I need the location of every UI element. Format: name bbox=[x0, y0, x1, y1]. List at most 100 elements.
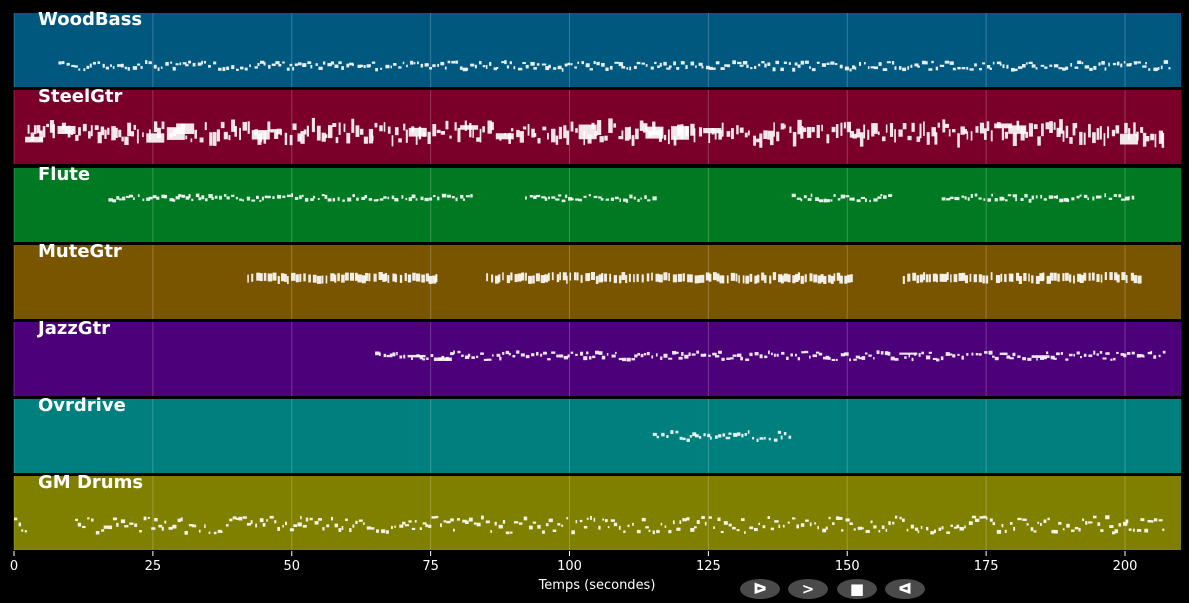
note-mark bbox=[600, 198, 604, 201]
note-mark bbox=[809, 355, 811, 359]
note-mark bbox=[510, 128, 514, 132]
note-mark bbox=[246, 522, 252, 526]
note-mark bbox=[143, 516, 147, 521]
note-mark bbox=[982, 275, 985, 284]
note-mark bbox=[1047, 517, 1050, 521]
note-mark bbox=[707, 433, 711, 438]
note-mark bbox=[338, 122, 341, 135]
rewind-button[interactable]: ᐅ bbox=[740, 579, 780, 599]
note-mark bbox=[930, 531, 935, 535]
note-mark bbox=[792, 275, 796, 284]
note-mark bbox=[547, 358, 551, 361]
note-mark bbox=[513, 66, 516, 70]
note-mark bbox=[648, 130, 653, 137]
track-lane bbox=[14, 399, 1181, 473]
note-mark bbox=[626, 357, 631, 362]
note-mark bbox=[975, 518, 980, 522]
note-mark bbox=[435, 515, 439, 519]
note-mark bbox=[1136, 354, 1141, 358]
note-mark bbox=[989, 518, 993, 522]
forward-button[interactable]: > bbox=[788, 579, 828, 599]
note-mark bbox=[89, 63, 92, 68]
note-mark bbox=[267, 273, 273, 282]
note-mark bbox=[791, 517, 796, 520]
note-mark bbox=[786, 356, 789, 361]
note-mark bbox=[877, 196, 882, 199]
note-mark bbox=[718, 350, 722, 354]
note-mark bbox=[192, 62, 196, 67]
note-mark bbox=[589, 68, 593, 71]
note-mark bbox=[952, 129, 956, 133]
note-mark bbox=[220, 121, 225, 129]
note-mark bbox=[124, 136, 129, 146]
note-mark bbox=[816, 124, 820, 138]
note-mark bbox=[801, 351, 805, 354]
note-mark bbox=[357, 64, 362, 68]
note-mark bbox=[1142, 65, 1147, 68]
note-mark bbox=[535, 273, 540, 282]
note-mark bbox=[272, 272, 277, 281]
note-mark bbox=[359, 128, 364, 135]
note-mark bbox=[1004, 274, 1007, 283]
note-mark bbox=[796, 197, 801, 200]
note-mark bbox=[844, 66, 849, 71]
note-mark bbox=[849, 358, 852, 362]
note-mark bbox=[673, 61, 676, 66]
note-mark bbox=[768, 437, 771, 441]
note-mark bbox=[610, 519, 615, 522]
note-mark bbox=[1023, 272, 1027, 281]
note-mark bbox=[102, 63, 105, 68]
note-mark bbox=[505, 350, 510, 355]
note-mark bbox=[713, 526, 716, 529]
note-mark bbox=[1136, 529, 1142, 532]
note-mark bbox=[834, 63, 838, 66]
note-mark bbox=[894, 66, 897, 70]
note-mark bbox=[873, 123, 878, 134]
note-mark bbox=[386, 530, 389, 534]
note-mark bbox=[1037, 521, 1040, 524]
note-mark bbox=[1147, 519, 1152, 523]
note-mark bbox=[502, 520, 506, 524]
note-mark bbox=[1128, 196, 1130, 200]
note-mark bbox=[487, 120, 492, 134]
stop-button[interactable]: ■ bbox=[837, 579, 877, 599]
note-mark bbox=[512, 355, 516, 358]
note-mark bbox=[1026, 523, 1029, 526]
note-mark bbox=[1028, 273, 1030, 282]
note-mark bbox=[830, 199, 833, 202]
note-mark bbox=[1083, 353, 1087, 357]
note-mark bbox=[151, 527, 156, 530]
note-mark bbox=[777, 430, 782, 434]
note-mark bbox=[455, 197, 458, 202]
note-mark bbox=[672, 274, 678, 283]
note-mark bbox=[633, 65, 637, 69]
note-mark bbox=[1053, 195, 1058, 199]
note-mark bbox=[1101, 61, 1105, 65]
note-mark bbox=[688, 352, 691, 357]
back-button[interactable]: ᐊ bbox=[885, 579, 925, 599]
note-mark bbox=[390, 65, 392, 69]
note-mark bbox=[937, 122, 940, 128]
note-mark bbox=[800, 275, 804, 284]
note-mark bbox=[421, 274, 425, 283]
note-mark bbox=[1073, 275, 1075, 284]
note-mark bbox=[957, 196, 960, 201]
note-mark bbox=[368, 198, 373, 201]
note-mark bbox=[578, 198, 582, 202]
note-mark bbox=[1040, 357, 1045, 360]
note-mark bbox=[190, 138, 193, 143]
note-mark bbox=[778, 274, 783, 283]
note-mark bbox=[480, 352, 484, 355]
note-mark bbox=[701, 516, 705, 520]
note-mark bbox=[705, 272, 710, 281]
note-mark bbox=[164, 194, 168, 199]
note-mark bbox=[389, 353, 393, 358]
note-mark bbox=[355, 520, 358, 525]
note-mark bbox=[235, 517, 240, 520]
note-mark bbox=[485, 520, 490, 524]
note-mark bbox=[618, 357, 624, 361]
note-mark bbox=[758, 63, 761, 67]
note-mark bbox=[419, 527, 422, 530]
note-mark bbox=[1018, 275, 1023, 284]
note-mark bbox=[769, 275, 772, 284]
